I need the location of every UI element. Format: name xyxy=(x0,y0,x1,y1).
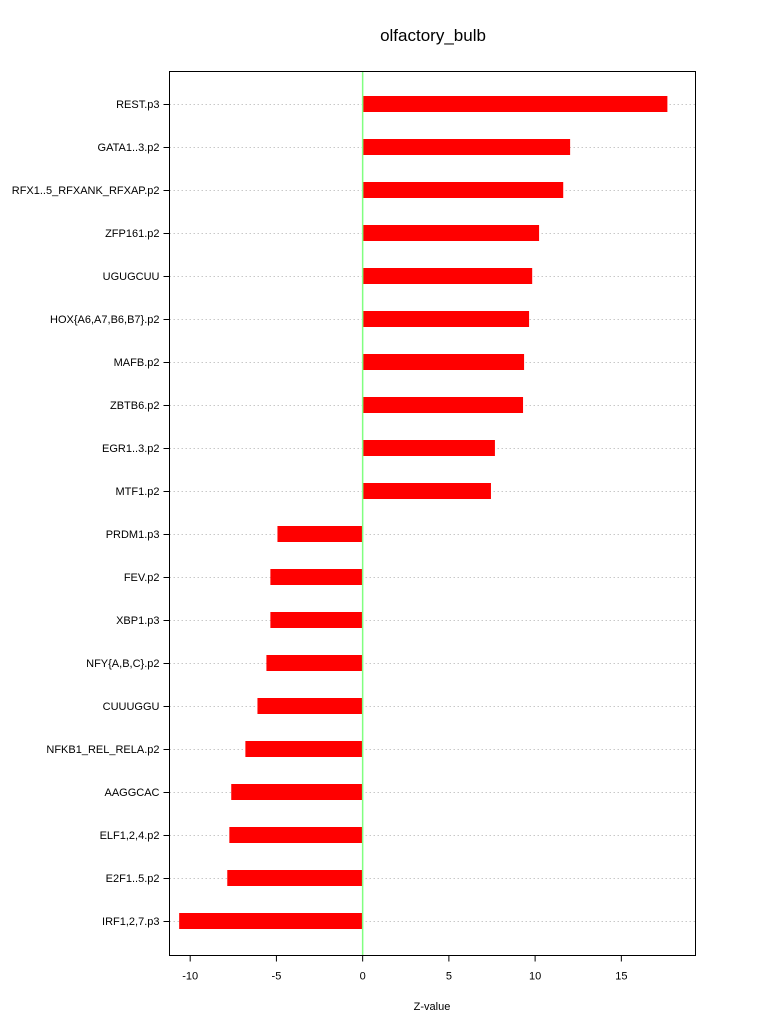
y-tick-label: IRF1,2,7.p3 xyxy=(102,916,159,928)
x-tick-label: 5 xyxy=(446,971,452,983)
y-tick-label: AAGGCAC xyxy=(104,787,159,799)
bar-HOX{A6,A7,B6,B7}.p2 xyxy=(362,311,530,327)
y-tick-label: UGUGCUU xyxy=(103,271,160,283)
x-tick-label: 15 xyxy=(615,971,627,983)
x-tick-label: 10 xyxy=(529,971,541,983)
bar-IRF1,2,7.p3 xyxy=(179,913,363,929)
bar-GATA1..3.p2 xyxy=(362,139,571,155)
bar-UGUGCUU xyxy=(362,268,533,284)
y-tick-label: ZBTB6.p2 xyxy=(110,400,160,412)
bar-ZBTB6.p2 xyxy=(362,397,524,413)
x-tick-label: 0 xyxy=(360,971,366,983)
bar-NFKB1_REL_RELA.p2 xyxy=(245,741,363,757)
y-tick-label: XBP1.p3 xyxy=(116,615,159,627)
x-axis-label: Z-value xyxy=(414,1001,451,1013)
y-tick-label: EGR1..3.p2 xyxy=(102,443,159,455)
y-tick-label: CUUUGGU xyxy=(103,701,160,713)
y-tick-label: ELF1,2,4.p2 xyxy=(100,830,160,842)
y-tick-label: E2F1..5.p2 xyxy=(106,873,160,885)
bar-PRDM1.p3 xyxy=(277,526,363,542)
y-tick-label: RFX1..5_RFXANK_RFXAP.p2 xyxy=(12,185,160,197)
y-tick-label: MAFB.p2 xyxy=(114,357,160,369)
bar-NFY{A,B,C}.p2 xyxy=(266,655,363,671)
y-tick-label: HOX{A6,A7,B6,B7}.p2 xyxy=(50,314,159,326)
bar-AAGGCAC xyxy=(231,784,363,800)
y-tick-label: FEV.p2 xyxy=(124,572,160,584)
y-tick-label: MTF1.p2 xyxy=(115,486,159,498)
bar-FEV.p2 xyxy=(270,569,363,585)
bar-ELF1,2,4.p2 xyxy=(229,827,363,843)
bar-XBP1.p3 xyxy=(270,612,363,628)
x-tick-label: -5 xyxy=(272,971,282,983)
y-tick-label: GATA1..3.p2 xyxy=(98,142,160,154)
y-tick-label: NFKB1_REL_RELA.p2 xyxy=(46,744,159,756)
bar-ZFP161.p2 xyxy=(362,225,540,241)
bar-REST.p3 xyxy=(362,96,668,112)
bar-E2F1..5.p2 xyxy=(227,870,363,886)
bar-CUUUGGU xyxy=(257,698,363,714)
y-tick-label: ZFP161.p2 xyxy=(105,228,159,240)
y-tick-label: REST.p3 xyxy=(116,99,159,111)
y-tick-label: PRDM1.p3 xyxy=(106,529,160,541)
plot-frame xyxy=(169,71,696,956)
bar-MAFB.p2 xyxy=(362,354,525,370)
x-tick-label: -10 xyxy=(182,971,198,983)
y-tick-label: NFY{A,B,C}.p2 xyxy=(86,658,159,670)
chart-title: olfactory_bulb xyxy=(380,26,486,45)
bar-MTF1.p2 xyxy=(362,483,491,499)
bar-EGR1..3.p2 xyxy=(362,440,495,456)
bar-RFX1..5_RFXANK_RFXAP.p2 xyxy=(362,182,564,198)
